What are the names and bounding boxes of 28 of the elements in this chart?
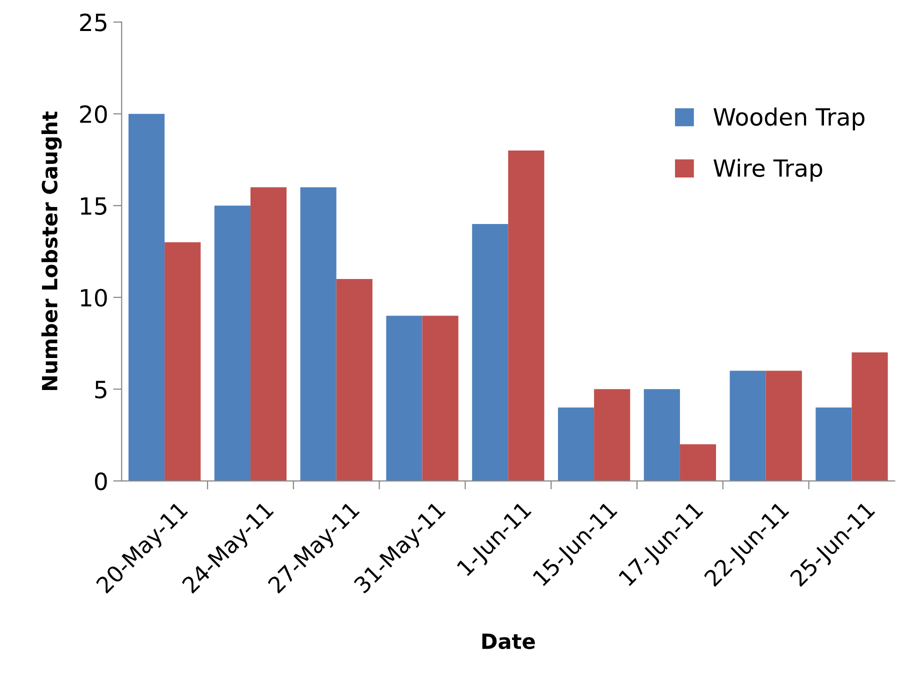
bar: [214, 206, 250, 481]
y-tick-label: 25: [80, 13, 106, 32]
bar: [250, 187, 287, 481]
bar: [508, 150, 544, 481]
legend-label: Wire Trap: [714, 158, 822, 182]
bar: [128, 114, 165, 481]
bar: [386, 316, 422, 481]
y-axis-title: Number Lobster Caught: [41, 111, 62, 390]
bar: [300, 187, 336, 481]
bar: [816, 408, 852, 481]
bar: [730, 370, 766, 481]
legend-label: Wooden Trap: [714, 108, 864, 130]
y-tick-label: 20: [80, 105, 107, 124]
bar: [644, 389, 680, 481]
bar: [680, 444, 716, 481]
y-tick-label: 15: [80, 197, 106, 215]
bar: [766, 370, 802, 481]
y-tick-label: 10: [80, 288, 107, 307]
bar: [336, 279, 372, 481]
bar: [852, 352, 888, 481]
bar: [472, 224, 508, 481]
y-tick-label: 0: [94, 472, 107, 490]
bar: [164, 242, 201, 481]
y-tick-label: 5: [95, 380, 106, 398]
x-axis-title: Date: [482, 634, 535, 650]
bar: [422, 316, 458, 481]
bar: [558, 408, 594, 481]
bar: [594, 389, 630, 481]
